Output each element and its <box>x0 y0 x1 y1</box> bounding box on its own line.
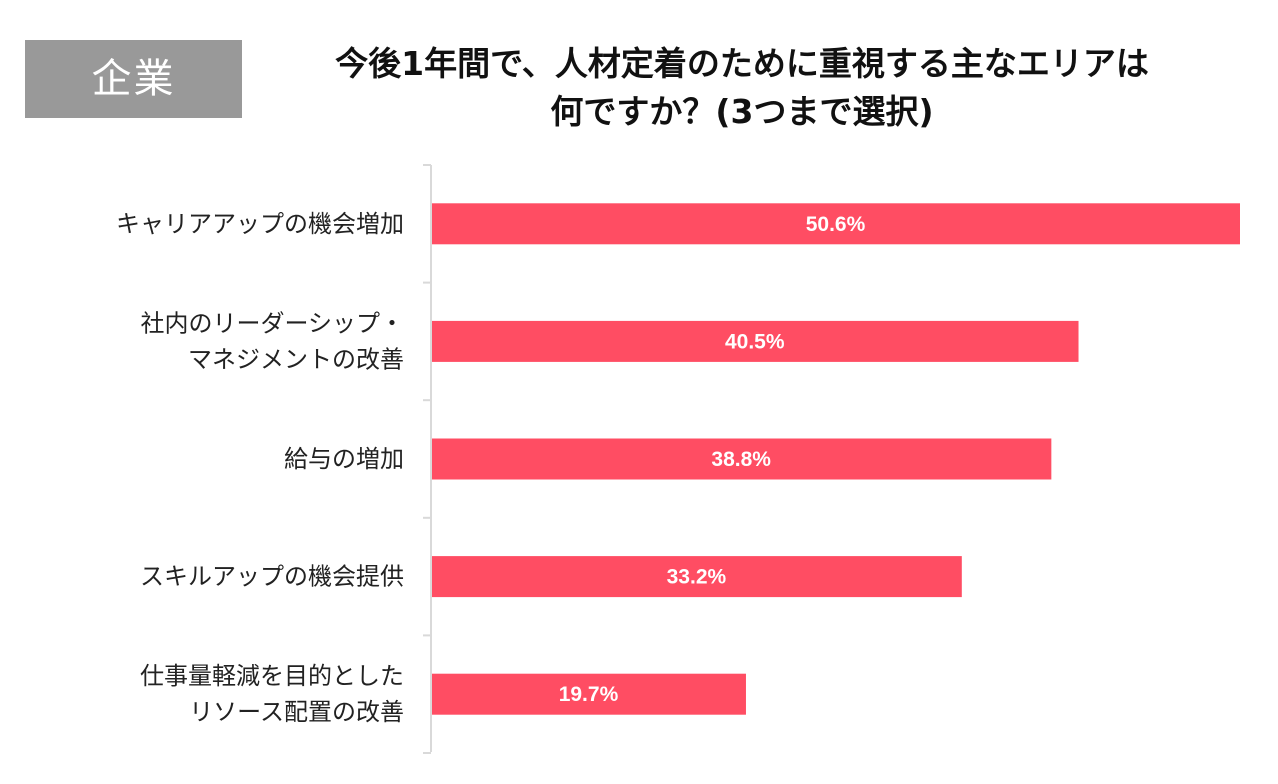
bar-value-label: 19.7% <box>559 683 619 706</box>
chart-title-line-1: 今後1年間で、人材定着のために重視する主なエリアは <box>335 44 1149 83</box>
bar <box>432 673 746 715</box>
category-label: 給与の増加 <box>284 445 404 473</box>
bar <box>432 556 962 598</box>
bar-value-label: 38.8% <box>711 448 771 471</box>
bar <box>432 203 1240 245</box>
bar-value-label: 40.5% <box>725 330 785 353</box>
category-label: 仕事量軽減を目的とした <box>140 662 404 690</box>
chart-title: 今後1年間で、人材定着のために重視する主なエリアは 何ですか？(3つまで選択) <box>262 40 1222 136</box>
category-label: 社内のリーダーシップ・ <box>140 309 404 337</box>
bar <box>432 438 1052 480</box>
category-label: スキルアップの機会提供 <box>140 563 404 591</box>
category-label: リソース配置の改善 <box>189 698 404 726</box>
segment-badge: 企業 <box>25 40 242 118</box>
chart-title-line-2: 何ですか？(3つまで選択) <box>550 92 934 131</box>
bar <box>432 320 1079 362</box>
bar-value-label: 33.2% <box>667 566 727 589</box>
category-label: キャリアアップの機会増加 <box>116 210 404 238</box>
category-label: マネジメントの改善 <box>188 345 404 373</box>
bar-value-label: 50.6% <box>806 213 866 236</box>
